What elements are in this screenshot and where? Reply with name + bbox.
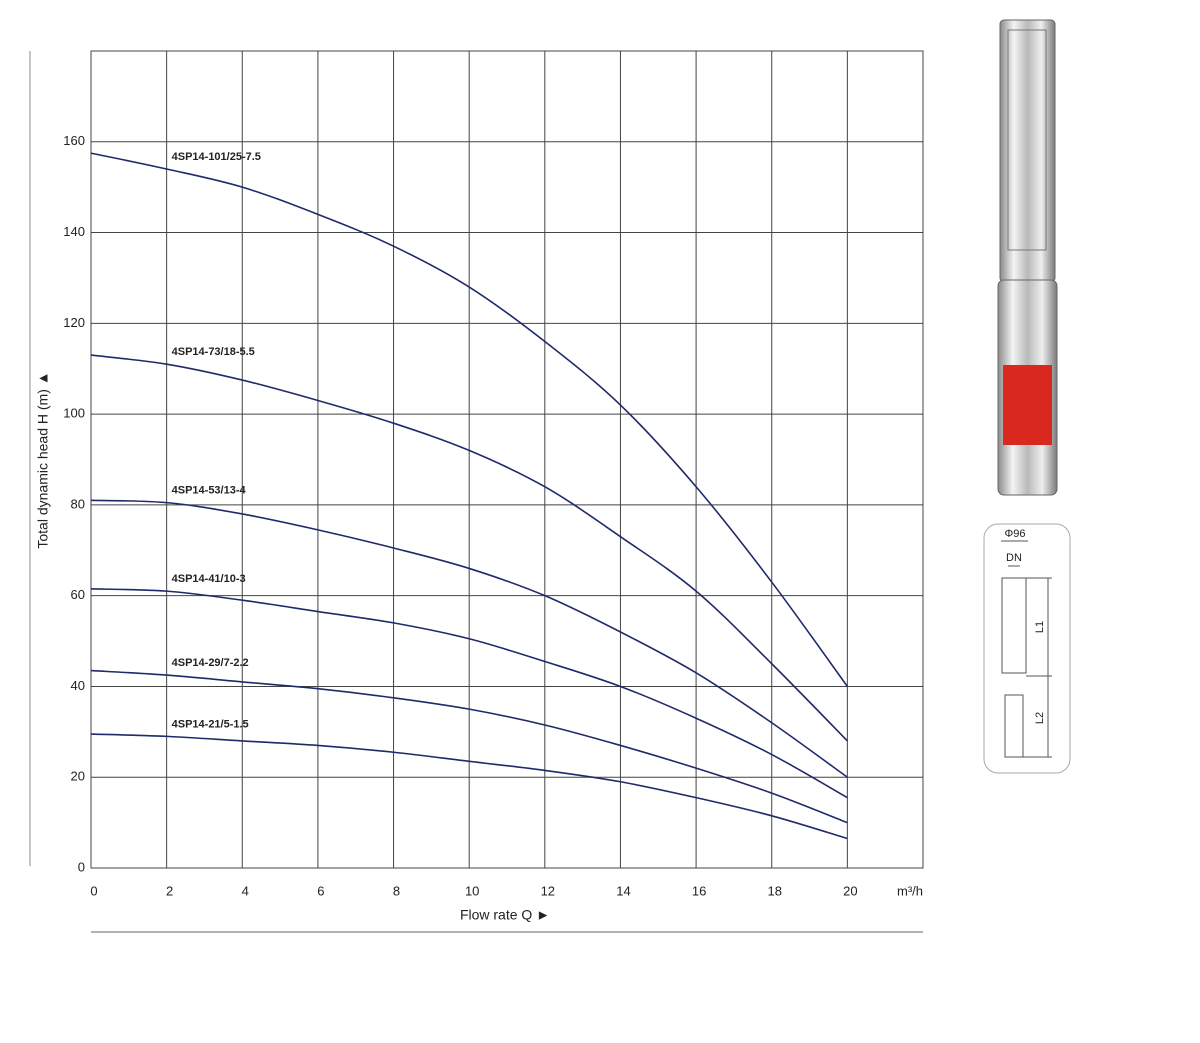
curve [90, 499, 848, 778]
x-unit: m³/h [897, 883, 923, 898]
series-label: 4SP14-101/25-7.5 [172, 151, 261, 163]
curve [90, 588, 848, 799]
x-tick-label: 14 [616, 883, 630, 898]
x-tick-label: 20 [843, 883, 857, 898]
curve [90, 733, 848, 840]
series-label: 4SP14-21/5-1.5 [172, 718, 249, 730]
y-tick-label: 120 [63, 315, 85, 330]
x-tick-label: 0 [90, 883, 97, 898]
y-tick-label: 140 [63, 224, 85, 239]
x-tick-label: 18 [767, 883, 781, 898]
dimension-drawing [983, 523, 1071, 774]
y-tick-label: 40 [71, 678, 85, 693]
y-tick-label: 20 [71, 769, 85, 784]
x-tick-label: 8 [393, 883, 400, 898]
x-tick-label: 6 [317, 883, 324, 898]
x-tick-label: 2 [166, 883, 173, 898]
l2-label: L2 [1034, 712, 1046, 724]
curve [90, 354, 848, 742]
series-label: 4SP14-41/10-3 [172, 573, 246, 585]
series-label: 4SP14-73/18-5.5 [172, 346, 255, 358]
y-tick-label: 60 [71, 587, 85, 602]
x-tick-label: 10 [465, 883, 479, 898]
series-label: 4SP14-29/7-2.2 [172, 657, 249, 669]
y-tick-label: 80 [71, 496, 85, 511]
x-tick-label: 16 [692, 883, 706, 898]
y-tick-label: 160 [63, 133, 85, 148]
series-label: 4SP14-53/13-4 [172, 485, 247, 497]
x-axis-label: Flow rate Q ► [460, 907, 550, 923]
plot-frame [90, 50, 924, 869]
curve [90, 669, 848, 824]
y-tick-label: 0 [78, 859, 85, 874]
diameter-label: Φ96 [1004, 528, 1025, 540]
y-tick-label: 100 [63, 406, 85, 421]
curve [90, 152, 849, 687]
y-axis-label: Total dynamic head H (m) ▲ [35, 371, 51, 548]
dn-label: DN [1006, 552, 1022, 564]
l1-label: L1 [1034, 621, 1046, 633]
pump-photo [997, 19, 1058, 496]
x-tick-label: 4 [242, 883, 249, 898]
x-tick-label: 12 [541, 883, 555, 898]
